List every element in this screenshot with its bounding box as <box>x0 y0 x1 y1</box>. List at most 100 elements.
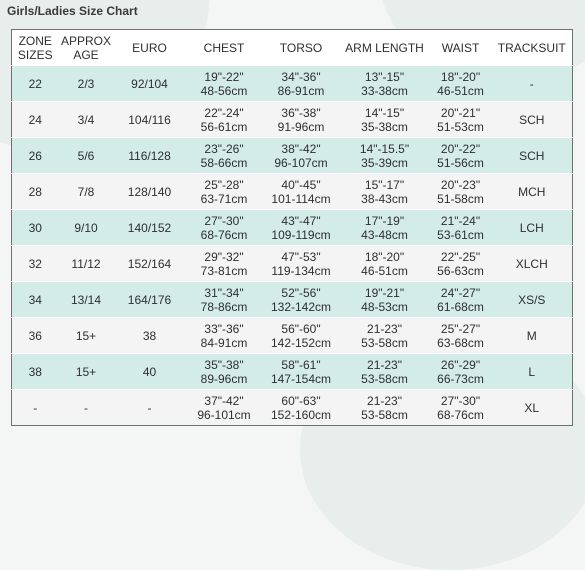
cell-line: 14"-15" <box>364 105 405 120</box>
table-cell: 27"-30" 68-76cm <box>430 390 492 426</box>
cell-line: WAIST <box>441 40 480 55</box>
cell-line: 91-96cm <box>277 119 325 134</box>
cell-line: 13/14 <box>70 292 102 307</box>
cell-line: 60"-63" <box>281 393 321 408</box>
table-cell: 18"-20" 46-51cm <box>430 66 492 102</box>
table-cell: 35"-38" 89-96cm <box>186 354 263 390</box>
table-row: 32 11/12 152/164 29"-32" 73-81cm 47"-53" 119-1… <box>11 245 573 282</box>
table-header-row: ZONE SIZES APPROX AGE EURO CHEST TORSO ARM LENG… <box>11 29 573 66</box>
cell-line: 19"-22" <box>204 69 244 84</box>
cell-line: 35-39cm <box>361 155 408 170</box>
table-cell: 152/164 <box>114 246 186 282</box>
table-cell: 21"-24" 53-61cm <box>430 210 492 246</box>
cell-line: 21"-24" <box>440 213 481 228</box>
size-chart-table: ZONE SIZES APPROX AGE EURO CHEST TORSO ARM LENG… <box>11 29 573 426</box>
cell-line: - <box>84 400 88 415</box>
table-row: 34 13/14 164/176 31"-34" 78-86cm 52"-56" 132-1… <box>11 281 573 318</box>
cell-line: 25"-27" <box>440 321 481 336</box>
cell-line: 51-56cm <box>437 155 484 170</box>
cell-line: 116/128 <box>128 148 171 163</box>
table-cell: - <box>492 66 573 102</box>
cell-line: XL <box>524 400 540 415</box>
cell-line: 18"-20" <box>440 69 481 84</box>
table-cell: 20"-23" 51-58cm <box>430 174 492 210</box>
table-cell: 19"-21" 48-53cm <box>340 282 430 318</box>
cell-line: 104/116 <box>128 112 171 127</box>
cell-line: AGE <box>73 47 99 62</box>
cell-line: SCH <box>519 112 545 127</box>
table-cell: - <box>114 390 186 426</box>
cell-line: 36 <box>28 328 42 343</box>
cell-line: 73-81cm <box>200 263 248 278</box>
table-cell: MCH <box>492 174 573 210</box>
cell-line: 27"-30" <box>440 393 481 408</box>
cell-line: M <box>526 328 537 343</box>
table-cell: 26"-29" 66-73cm <box>430 354 492 390</box>
cell-line: 63-71cm <box>200 191 248 206</box>
cell-line: 63-68cm <box>437 335 484 350</box>
cell-line: 26 <box>28 148 42 163</box>
table-cell: 104/116 <box>114 102 186 138</box>
table-cell: 24 <box>12 102 59 138</box>
table-cell: 38 <box>114 318 186 354</box>
table-cell: 7/8 <box>59 174 114 210</box>
cell-line: APPROX <box>60 33 111 48</box>
table-cell: 17"-19" 43-48cm <box>340 210 430 246</box>
table-cell: 22"-24" 56-61cm <box>186 102 263 138</box>
table-body: 22 2/3 92/104 19"-22" 48-56cm 34"-36" 86-91cm 1… <box>11 65 573 426</box>
cell-line: 53-58cm <box>361 335 408 350</box>
cell-line: 46-51cm <box>361 263 408 278</box>
cell-line: 52"-56" <box>281 285 321 300</box>
cell-line: 140/152 <box>127 220 172 235</box>
cell-line: 164/176 <box>127 292 172 307</box>
cell-line: 36"-38" <box>281 105 321 120</box>
table-cell: 23"-26" 58-66cm <box>186 138 263 174</box>
table-cell: 14"-15" 35-38cm <box>340 102 430 138</box>
cell-line: 128/140 <box>127 184 172 199</box>
cell-line: 38 <box>142 328 157 343</box>
table-cell: 13"-15" 33-38cm <box>340 66 430 102</box>
column-header: ARM LENGTH <box>340 30 430 66</box>
cell-line: L <box>528 364 536 379</box>
cell-line: 5/6 <box>77 148 95 163</box>
cell-line: 86-91cm <box>277 83 325 98</box>
table-cell: 19"-22" 48-56cm <box>186 66 263 102</box>
cell-line: 35-38cm <box>361 119 408 134</box>
cell-line: 22"-24" <box>204 105 244 120</box>
table-cell: 11/12 <box>59 246 114 282</box>
table-cell: 40 <box>114 354 186 390</box>
table-cell: 34 <box>12 282 59 318</box>
table-cell: 15"-17" 38-43cm <box>340 174 430 210</box>
table-cell: M <box>492 318 573 354</box>
cell-line: 43"-47" <box>281 213 321 228</box>
table-cell: 21-23" 53-58cm <box>340 354 430 390</box>
table-cell: 36 <box>12 318 59 354</box>
table-cell: 24"-27" 61-68cm <box>430 282 492 318</box>
cell-line: - <box>33 400 38 415</box>
table-cell: L <box>492 354 573 390</box>
table-cell: 5/6 <box>59 138 114 174</box>
cell-line: 3/4 <box>77 112 95 127</box>
cell-line: 89-96cm <box>200 371 248 386</box>
table-cell: 28 <box>12 174 59 210</box>
table-cell: 22"-25" 56-63cm <box>430 246 492 282</box>
cell-line: 15+ <box>75 328 97 343</box>
table-cell: 32 <box>12 246 59 282</box>
cell-line: 13"-15" <box>364 69 405 84</box>
cell-line: 46-51cm <box>437 83 484 98</box>
cell-line: 43-48cm <box>361 227 408 242</box>
table-cell: 20"-22" 51-56cm <box>430 138 492 174</box>
table-cell: 58"-61" 147-154cm <box>263 354 340 390</box>
cell-line: 109-119cm <box>271 227 331 242</box>
table-cell: 25"-28" 63-71cm <box>186 174 263 210</box>
table-row: 22 2/3 92/104 19"-22" 48-56cm 34"-36" 86-91cm 1… <box>11 65 573 102</box>
cell-line: 84-91cm <box>200 335 248 350</box>
cell-line: 147-154cm <box>270 371 332 386</box>
cell-line: 24 <box>28 112 42 127</box>
cell-line: XS/S <box>518 292 546 307</box>
cell-line: XLCH <box>515 256 548 271</box>
table-cell: 164/176 <box>114 282 186 318</box>
cell-line: 22 <box>28 76 42 91</box>
cell-line: 31"-34" <box>204 285 244 300</box>
table-cell: 56"-60" 142-152cm <box>263 318 340 354</box>
